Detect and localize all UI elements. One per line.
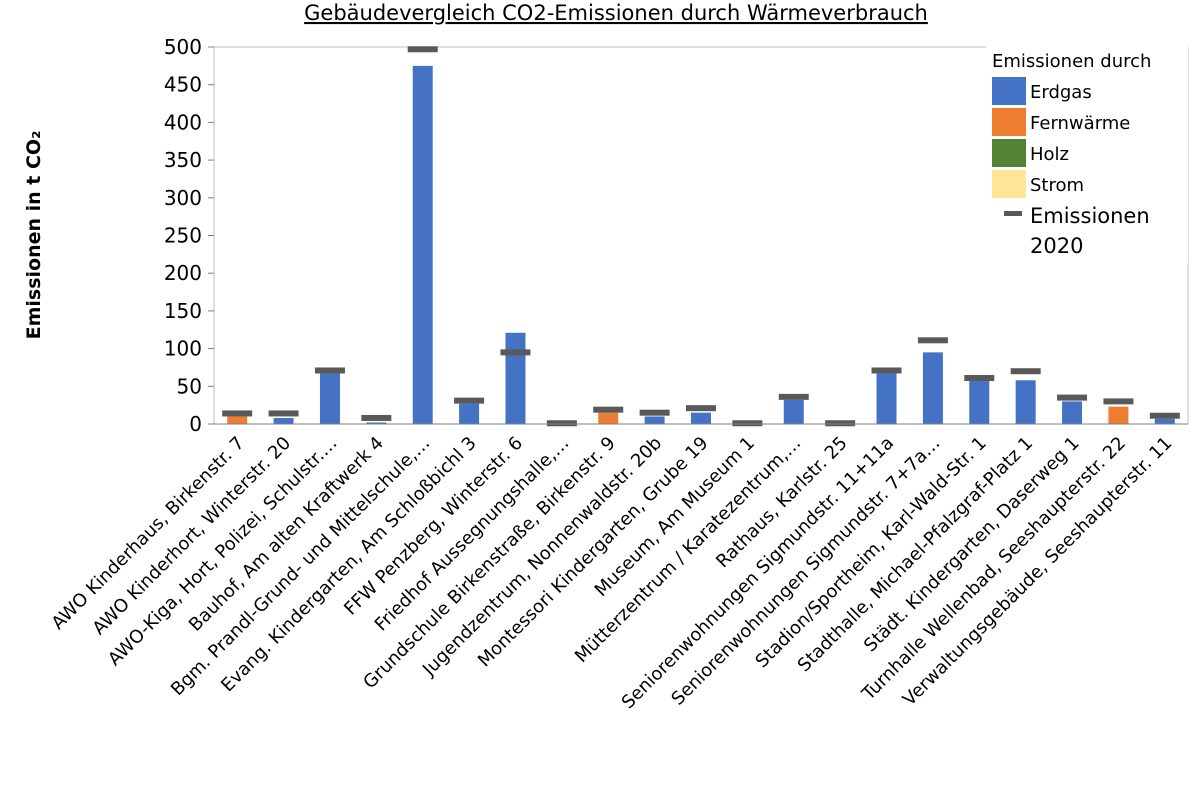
legend-label: Emissionen 2020 bbox=[1030, 204, 1156, 258]
legend-label-line: Emissionen bbox=[1030, 204, 1156, 228]
marker-2020 bbox=[964, 375, 995, 382]
bar-segment bbox=[1062, 401, 1083, 424]
bar-segment bbox=[366, 422, 387, 424]
legend-marker bbox=[1004, 211, 1022, 216]
marker-2020 bbox=[639, 409, 670, 416]
legend-label-line: 2020 bbox=[1030, 234, 1083, 258]
bar-segment bbox=[1108, 406, 1129, 424]
bar-segment bbox=[598, 412, 619, 424]
marker-2020 bbox=[222, 410, 253, 417]
legend-swatch bbox=[992, 77, 1026, 105]
marker-2020 bbox=[546, 420, 577, 427]
marker-2020 bbox=[454, 397, 485, 404]
y-tick-label: 50 bbox=[177, 374, 202, 398]
marker-2020 bbox=[361, 414, 392, 421]
marker-2020 bbox=[732, 420, 763, 427]
y-tick-label: 250 bbox=[164, 224, 202, 248]
bar-segment bbox=[412, 65, 433, 424]
marker-2020 bbox=[314, 367, 345, 374]
legend-swatch bbox=[992, 170, 1026, 198]
marker-2020 bbox=[407, 46, 438, 53]
y-tick-label: 200 bbox=[164, 261, 202, 285]
chart-title: Gebäudevergleich CO2-Emissionen durch Wä… bbox=[304, 1, 928, 25]
marker-2020 bbox=[1103, 398, 1134, 405]
y-tick-label: 0 bbox=[189, 412, 202, 436]
bar-segment bbox=[969, 381, 990, 424]
y-tick-label: 100 bbox=[164, 337, 202, 361]
marker-2020 bbox=[825, 420, 856, 427]
bar-segment bbox=[644, 416, 665, 424]
y-tick-label: 450 bbox=[164, 73, 202, 97]
legend-label: Fernwärme bbox=[1030, 113, 1130, 134]
bar-segment bbox=[459, 403, 480, 424]
marker-2020 bbox=[268, 410, 299, 417]
y-tick-label: 400 bbox=[164, 110, 202, 134]
legend-swatch bbox=[992, 139, 1026, 167]
bar-segment bbox=[227, 416, 248, 424]
y-tick-label: 350 bbox=[164, 148, 202, 172]
bar-segment bbox=[505, 332, 526, 424]
marker-2020 bbox=[500, 349, 531, 356]
marker-2020 bbox=[1057, 394, 1088, 401]
marker-2020 bbox=[686, 405, 716, 412]
legend-title: Emissionen durch bbox=[992, 51, 1151, 72]
bar-segment bbox=[876, 372, 897, 424]
y-tick-label: 150 bbox=[164, 299, 202, 323]
marker-2020 bbox=[593, 406, 624, 413]
bar-segment bbox=[273, 417, 294, 424]
bar-segment bbox=[922, 352, 943, 424]
marker-2020 bbox=[1010, 368, 1041, 375]
y-tick-label: 300 bbox=[164, 186, 202, 210]
y-axis-label: Emissionen in t CO₂ bbox=[23, 131, 45, 340]
marker-2020 bbox=[1149, 412, 1180, 419]
bar-segment bbox=[691, 412, 711, 424]
bar-segment bbox=[783, 399, 804, 424]
bar-segment bbox=[319, 372, 340, 424]
y-tick-label: 500 bbox=[164, 35, 202, 59]
marker-2020 bbox=[917, 337, 948, 344]
marker-2020 bbox=[778, 393, 809, 400]
marker-2020 bbox=[871, 367, 902, 374]
bar-segment bbox=[1154, 418, 1175, 424]
legend-label: Holz bbox=[1030, 144, 1069, 165]
legend-swatch bbox=[992, 108, 1026, 136]
bar-segment bbox=[1015, 380, 1036, 424]
legend-label: Erdgas bbox=[1030, 82, 1092, 103]
legend-label: Strom bbox=[1030, 175, 1084, 196]
